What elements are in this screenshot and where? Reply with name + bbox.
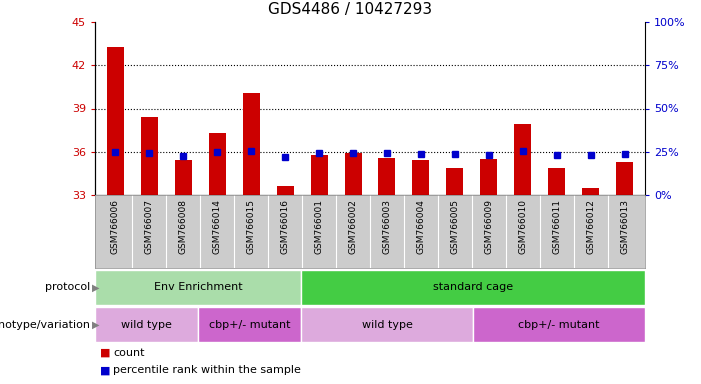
Bar [95,307,198,342]
Bar [301,307,473,342]
Bar [198,307,301,342]
Text: GSM766007: GSM766007 [145,199,154,254]
Bar [209,133,226,195]
Bar [277,186,294,195]
Bar [480,159,497,195]
Bar [95,270,301,305]
Text: GSM766015: GSM766015 [247,199,256,254]
Text: GSM766014: GSM766014 [212,199,222,253]
Text: GSM766009: GSM766009 [484,199,494,254]
Bar [616,162,633,195]
Text: GSM766008: GSM766008 [179,199,188,254]
Bar [583,188,599,195]
Text: GSM766002: GSM766002 [348,199,358,253]
Text: ▶: ▶ [92,319,100,329]
Text: GDS4486 / 10427293: GDS4486 / 10427293 [268,2,433,17]
Text: standard cage: standard cage [433,283,513,293]
Bar [311,155,327,195]
Bar [141,117,158,195]
Text: GSM766011: GSM766011 [552,199,562,254]
Text: GSM766005: GSM766005 [450,199,459,254]
Bar [412,161,430,195]
Bar [107,46,124,195]
Text: wild type: wild type [121,319,172,329]
Text: ■: ■ [100,348,111,358]
Bar [379,157,395,195]
Text: genotype/variation: genotype/variation [0,319,90,329]
Text: cbp+/- mutant: cbp+/- mutant [209,319,290,329]
Text: wild type: wild type [362,319,413,329]
Bar [243,93,259,195]
Text: cbp+/- mutant: cbp+/- mutant [518,319,600,329]
Text: protocol: protocol [45,283,90,293]
Text: GSM766016: GSM766016 [280,199,290,254]
Bar [515,124,531,195]
Text: GSM766003: GSM766003 [383,199,391,254]
Text: GSM766006: GSM766006 [111,199,120,254]
Text: GSM766010: GSM766010 [518,199,527,254]
Text: GSM766013: GSM766013 [620,199,629,254]
Text: ■: ■ [100,365,111,375]
Bar [447,167,463,195]
Bar [175,161,192,195]
Text: percentile rank within the sample: percentile rank within the sample [113,365,301,375]
Text: count: count [113,348,144,358]
Text: Env Enrichment: Env Enrichment [154,283,243,293]
Text: GSM766001: GSM766001 [315,199,324,254]
Bar [548,167,565,195]
Bar [473,307,645,342]
Text: ▶: ▶ [92,283,100,293]
Bar [301,270,645,305]
Bar [344,153,362,195]
Text: GSM766004: GSM766004 [416,199,426,253]
Text: GSM766012: GSM766012 [586,199,595,253]
